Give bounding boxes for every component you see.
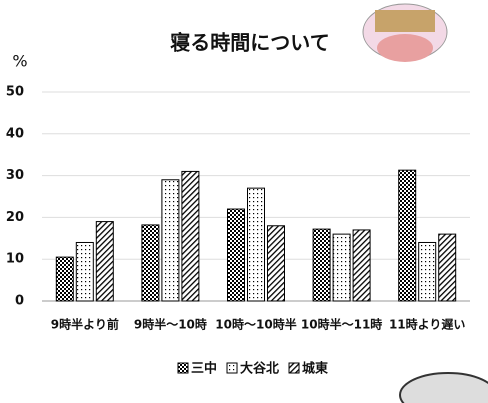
legend-label: 城東 xyxy=(302,361,328,377)
x-tick-label: 10時～10時半 xyxy=(215,317,296,332)
bar xyxy=(161,179,180,302)
bar xyxy=(141,224,160,302)
y-axis-label: % xyxy=(12,52,27,71)
y-tick-label: 40 xyxy=(6,126,24,141)
chart-title: 寝る時間について xyxy=(170,31,329,55)
bar xyxy=(95,221,114,302)
y-tick-label: 50 xyxy=(6,85,24,100)
bar xyxy=(267,225,285,302)
bar xyxy=(332,233,351,302)
x-tick-label: 9時半より前 xyxy=(51,317,119,332)
y-tick-label: 30 xyxy=(6,168,24,183)
bar xyxy=(55,256,74,302)
bar xyxy=(398,169,417,302)
legend-label: 三中 xyxy=(191,361,217,377)
y-tick-label: 10 xyxy=(6,252,24,267)
bar xyxy=(438,233,457,302)
bar xyxy=(227,208,245,302)
bar xyxy=(75,241,94,302)
bar xyxy=(352,229,371,302)
bar xyxy=(418,241,437,302)
y-tick-label: 0 xyxy=(15,294,24,309)
legend-swatch xyxy=(288,362,300,374)
legend-swatch xyxy=(177,362,189,374)
bar xyxy=(247,187,265,302)
y-tick-label: 20 xyxy=(6,210,24,225)
x-tick-label: 10時半～11時 xyxy=(301,317,382,332)
x-tick-label: 9時半～10時 xyxy=(134,317,207,332)
decoration xyxy=(362,3,488,403)
bar xyxy=(181,170,200,302)
legend-swatch xyxy=(226,362,238,374)
bar xyxy=(312,228,331,302)
legend-label: 大谷北 xyxy=(240,361,279,377)
x-tick-label: 11時より遅い xyxy=(389,317,465,332)
